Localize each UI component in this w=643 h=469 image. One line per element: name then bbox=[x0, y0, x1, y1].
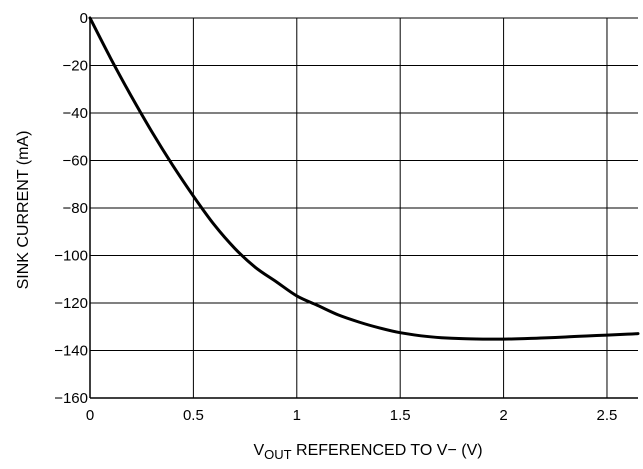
x-tick-label: 1.5 bbox=[390, 407, 411, 424]
grid-lines bbox=[90, 17, 638, 398]
y-tick-label: −160 bbox=[54, 390, 88, 407]
y-tick-label: −40 bbox=[63, 105, 88, 122]
y-tick-label: −120 bbox=[54, 295, 88, 312]
y-tick-labels: 0 −20 −40 −60 −80 −100 −120 −140 −160 bbox=[54, 10, 88, 407]
x-axis-label-rest: REFERENCED TO V− (V) bbox=[292, 442, 483, 459]
x-tick-label: 0.5 bbox=[183, 407, 204, 424]
y-tick-label: 0 bbox=[80, 10, 88, 27]
x-tick-label: 0 bbox=[86, 407, 94, 424]
y-axis-label: SINK CURRENT (mA) bbox=[15, 131, 32, 290]
x-axis-label-main: V bbox=[253, 442, 264, 459]
x-tick-label: 1 bbox=[293, 407, 301, 424]
x-tick-label: 2 bbox=[499, 407, 507, 424]
y-tick-label: −20 bbox=[63, 58, 88, 75]
y-tick-label: −80 bbox=[63, 200, 88, 217]
x-tick-labels: 0 0.5 1 1.5 2 2.5 bbox=[86, 407, 618, 424]
x-axis-label: VOUT REFERENCED TO V− (V) bbox=[253, 442, 482, 462]
axes bbox=[89, 18, 638, 399]
data-series bbox=[88, 16, 640, 341]
x-axis-label-subscript: OUT bbox=[264, 447, 292, 462]
x-tick-label: 2.5 bbox=[597, 407, 618, 424]
y-tick-label: −100 bbox=[54, 248, 88, 265]
y-tick-label: −140 bbox=[54, 343, 88, 360]
y-tick-label: −60 bbox=[63, 153, 88, 170]
sink-current-curve bbox=[88, 16, 640, 341]
